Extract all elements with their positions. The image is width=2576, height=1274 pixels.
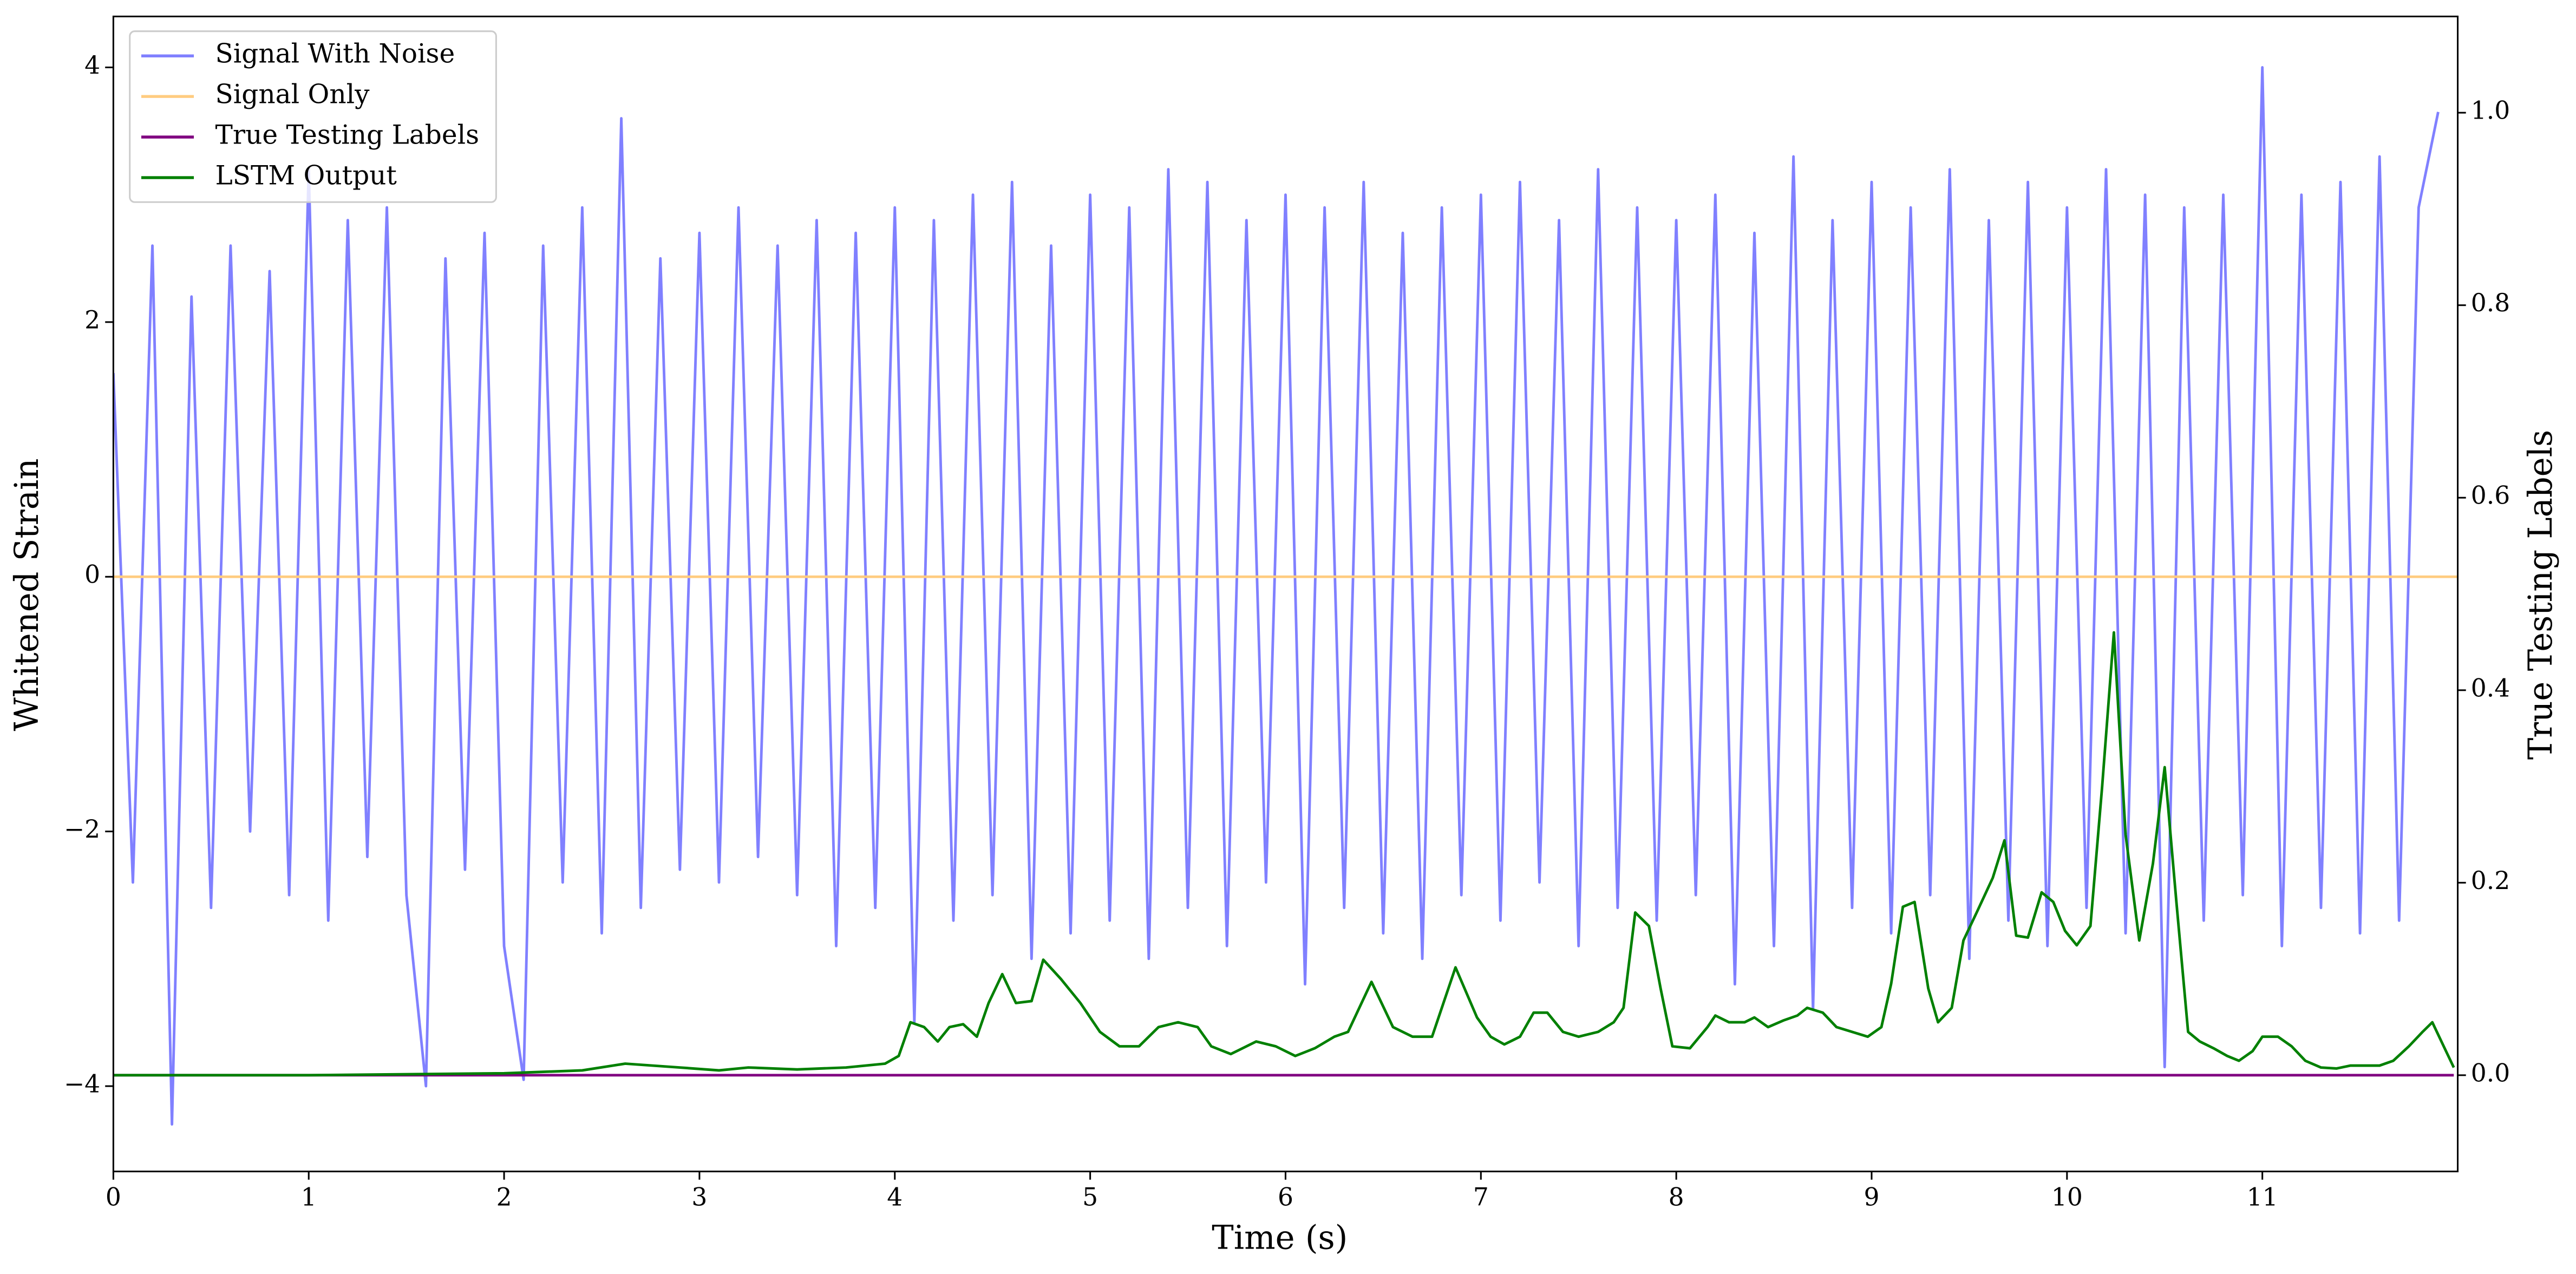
x-tick-label: 3: [691, 1183, 707, 1212]
x-tick-label: 1: [301, 1183, 317, 1212]
x-tick-label: 0: [106, 1183, 121, 1212]
y2-tick-label: 1.0: [2471, 96, 2510, 125]
legend-label: Signal With Noise: [215, 39, 455, 69]
legend: Signal With Noise Signal Only True Testing…: [129, 30, 497, 203]
y2-axis-label: True Testing Labels: [2522, 430, 2560, 760]
legend-label: Signal Only: [215, 80, 370, 110]
legend-box: [129, 30, 497, 203]
plot-frame: [112, 15, 2459, 1173]
y2-tick-label: 0.2: [2471, 866, 2510, 895]
legend-label: LSTM Output: [215, 161, 397, 191]
y-tick-label: 0: [84, 560, 100, 589]
y-tick-label: −4: [64, 1070, 100, 1099]
y-axis-label: Whitened Strain: [8, 459, 46, 731]
x-tick-label: 11: [2247, 1183, 2278, 1212]
y2-tick-label: 0.4: [2471, 674, 2510, 702]
x-tick-label: 5: [1082, 1183, 1098, 1212]
series-line: [113, 631, 2455, 1077]
x-tick-label: 7: [1473, 1183, 1489, 1212]
y2-tick-label: 0.8: [2471, 289, 2510, 317]
x-axis-label: Time (s): [1212, 1219, 1348, 1257]
x-tick-label: 6: [1278, 1183, 1293, 1212]
x-tick-label: 10: [2051, 1183, 2083, 1212]
y2-tick-label: 0.0: [2471, 1059, 2510, 1087]
y-tick-label: −2: [64, 815, 100, 844]
x-tick-label: 9: [1864, 1183, 1880, 1212]
series-line: [113, 66, 2440, 1126]
y2-tick-label: 0.6: [2471, 481, 2510, 510]
x-tick-label: 4: [887, 1183, 903, 1212]
y-tick-label: 4: [84, 51, 100, 80]
legend-label: True Testing Labels: [215, 120, 480, 151]
x-tick-label: 2: [496, 1183, 512, 1212]
x-tick-label: 8: [1669, 1183, 1684, 1212]
plot-area: [113, 66, 2458, 1126]
y-tick-label: 2: [84, 305, 100, 334]
